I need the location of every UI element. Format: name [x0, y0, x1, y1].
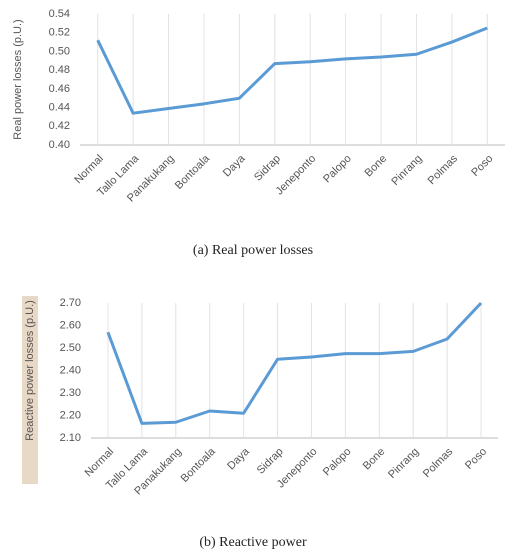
x-tick-label: Polmas: [421, 445, 456, 480]
y-tick-label: 2.20: [60, 409, 81, 421]
y-tick-label: 0.50: [49, 45, 70, 57]
y-tick-label: 2.30: [60, 387, 81, 399]
x-tick-label: Polmas: [426, 152, 461, 187]
y-tick-label: 2.60: [60, 319, 81, 331]
y-tick-label: 2.50: [60, 342, 81, 354]
y-tick-label: 2.40: [60, 364, 81, 376]
y-axis-label: Real power losses (p.U.): [12, 19, 24, 139]
y-tick-label: 2.70: [60, 297, 81, 309]
x-tick-label: Palopo: [321, 153, 354, 186]
y-tick-label: 0.48: [49, 64, 70, 76]
y-label-background: [22, 296, 38, 484]
x-tick-label: Bone: [361, 446, 388, 473]
y-tick-label: 0.44: [49, 101, 70, 113]
y-tick-label: 2.10: [60, 432, 81, 444]
x-tick-label: Bontoala: [173, 152, 213, 192]
x-tick-label: Bone: [363, 153, 390, 180]
caption: (a) Real power losses: [193, 243, 313, 258]
x-tick-label: Pinrang: [389, 153, 424, 188]
data-line: [96, 26, 488, 115]
x-tick-label: Bontoala: [179, 445, 219, 485]
x-tick-label: Normal: [83, 446, 117, 480]
x-tick-label: Poso: [463, 446, 489, 472]
y-tick-label: 0.52: [49, 27, 70, 39]
y-axis-label: Reactive power losses (p.U.): [24, 300, 36, 441]
y-tick-label: 0.40: [49, 139, 70, 151]
x-tick-label: Sidrap: [255, 446, 286, 477]
x-tick-label: Daya: [221, 152, 248, 179]
data-line: [106, 301, 483, 425]
y-tick-label: 0.42: [49, 120, 70, 132]
x-tick-label: Daya: [225, 445, 252, 472]
x-tick-label: Palopo: [321, 446, 354, 479]
x-tick-label: Sidrap: [252, 153, 283, 184]
x-tick-label: Normal: [72, 153, 106, 187]
y-tick-label: 0.54: [49, 8, 70, 20]
x-tick-label: Poso: [469, 153, 495, 179]
caption: (b) Reactive power: [199, 535, 307, 550]
y-tick-label: 0.46: [49, 83, 70, 95]
x-tick-label: Pinrang: [386, 446, 421, 481]
